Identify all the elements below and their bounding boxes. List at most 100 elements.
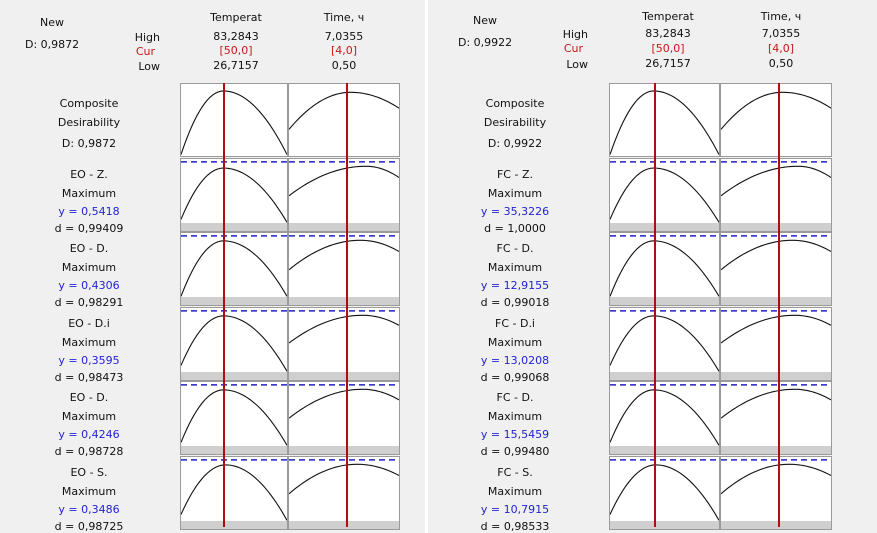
factor-cur-time: [4,0] bbox=[330, 44, 358, 57]
response-goal: Maximum bbox=[487, 335, 543, 349]
cur-row-label: Cur bbox=[563, 42, 583, 55]
response-plot-cell bbox=[609, 157, 720, 232]
response-curve-plot bbox=[721, 308, 831, 380]
low-row-label: Low bbox=[138, 60, 160, 73]
response-curve-plot bbox=[181, 382, 287, 454]
factor-high-temperature: 83,2843 bbox=[645, 27, 691, 40]
high-row-label: High bbox=[134, 31, 160, 44]
optimization-panel-fc: New D: 0,9922 High Cur Low Temperat 83,2… bbox=[428, 0, 877, 533]
factor-name-time: Time, ч bbox=[323, 11, 365, 24]
response-curve-plot bbox=[610, 84, 719, 156]
response-desirability: d = 0,99068 bbox=[480, 370, 550, 384]
response-plot-cell bbox=[720, 83, 832, 157]
response-plot-cell bbox=[288, 455, 400, 530]
current-setting-line[interactable] bbox=[346, 83, 349, 527]
factor-cur-time: [4,0] bbox=[767, 42, 795, 55]
response-plot-cell bbox=[288, 232, 400, 306]
factor-high-temperature: 83,2843 bbox=[213, 30, 259, 43]
response-goal: Desirability bbox=[483, 116, 547, 129]
response-curve-plot bbox=[721, 457, 831, 529]
desirability-curve bbox=[721, 166, 831, 196]
factor-name-temperature: Temperat bbox=[642, 10, 694, 23]
desirability-curve bbox=[181, 168, 287, 222]
response-curve-plot bbox=[721, 159, 831, 231]
response-predicted-value: y = 15,5459 bbox=[480, 428, 550, 441]
desirability-curve bbox=[610, 315, 719, 370]
response-plot-cell bbox=[180, 455, 288, 530]
response-range-band bbox=[181, 297, 287, 305]
response-name: EO - D.i bbox=[68, 316, 110, 330]
response-plot-cell bbox=[180, 306, 288, 381]
desirability-curve bbox=[289, 315, 399, 343]
response-desirability: d = 0,99409 bbox=[54, 221, 124, 235]
response-curve-plot bbox=[610, 457, 719, 529]
high-row-label: High bbox=[562, 28, 588, 41]
factor-cur-temperature: [50,0] bbox=[219, 44, 253, 57]
response-range-band bbox=[610, 371, 719, 380]
response-name: Composite bbox=[59, 97, 119, 110]
response-plot-cell bbox=[288, 83, 400, 157]
factor-low-temperature: 26,7157 bbox=[645, 57, 691, 70]
desirability-curve bbox=[721, 92, 831, 129]
response-desirability: d = 0,98291 bbox=[54, 296, 124, 309]
response-predicted-value: y = 0,4306 bbox=[58, 279, 120, 292]
response-curve-plot bbox=[610, 308, 719, 380]
response-desirability: d = 0,98725 bbox=[54, 519, 124, 533]
desirability-curve bbox=[181, 464, 287, 519]
response-plot-cell bbox=[180, 83, 288, 157]
desirability-curve bbox=[610, 464, 719, 519]
desirability-curve bbox=[610, 168, 719, 222]
response-curve-plot bbox=[721, 382, 831, 454]
response-range-band bbox=[289, 371, 399, 380]
response-predicted-value: y = 0,3486 bbox=[58, 502, 120, 516]
factor-high-time: 7,0355 bbox=[761, 27, 801, 40]
response-curve-plot bbox=[181, 308, 287, 380]
response-name: Composite bbox=[485, 97, 545, 110]
factor-low-time: 0,50 bbox=[768, 57, 794, 70]
desirability-curve bbox=[289, 389, 399, 418]
response-desirability: D: 0,9872 bbox=[61, 137, 117, 150]
response-name: EO - D. bbox=[69, 242, 109, 255]
response-curve-plot bbox=[181, 159, 287, 231]
factor-name-temperature: Temperat bbox=[210, 11, 262, 24]
desirability-curve bbox=[610, 241, 719, 296]
response-plot-cell bbox=[720, 381, 832, 455]
response-goal: Maximum bbox=[487, 186, 543, 200]
factor-cur-temperature: [50,0] bbox=[651, 42, 685, 55]
new-label: New bbox=[40, 16, 64, 29]
response-plot-cell bbox=[609, 232, 720, 306]
response-desirability: d = 0,99018 bbox=[480, 296, 550, 309]
response-desirability: d = 0,98728 bbox=[54, 445, 124, 458]
current-setting-line[interactable] bbox=[778, 83, 781, 527]
response-curve-plot bbox=[181, 84, 287, 156]
response-plot-cell bbox=[720, 232, 832, 306]
response-range-band bbox=[721, 446, 831, 454]
response-desirability: d = 0,99480 bbox=[480, 445, 550, 458]
response-range-band bbox=[289, 520, 399, 529]
response-name: EO - Z. bbox=[70, 167, 108, 181]
current-setting-line[interactable] bbox=[653, 83, 656, 527]
response-goal: Maximum bbox=[487, 410, 543, 423]
response-desirability: d = 1,0000 bbox=[484, 221, 546, 235]
response-goal: Maximum bbox=[61, 410, 117, 423]
desirability-curve bbox=[721, 315, 831, 343]
response-range-band bbox=[289, 446, 399, 454]
current-setting-line[interactable] bbox=[223, 83, 226, 527]
response-range-band bbox=[721, 371, 831, 380]
desirability-curve bbox=[289, 92, 399, 129]
desirability-curve bbox=[721, 389, 831, 418]
response-desirability: d = 0,98533 bbox=[480, 519, 550, 533]
response-curve-plot bbox=[289, 159, 399, 231]
response-predicted-value: y = 0,3595 bbox=[58, 353, 120, 367]
response-name: EO - S. bbox=[70, 465, 108, 479]
response-plot-cell bbox=[288, 381, 400, 455]
desirability-curve bbox=[181, 390, 287, 445]
response-plot-cell bbox=[609, 381, 720, 455]
desirability-curve bbox=[181, 91, 287, 155]
response-curve-plot bbox=[181, 457, 287, 529]
new-label: New bbox=[473, 14, 497, 27]
response-range-band bbox=[181, 222, 287, 231]
response-plot-cell bbox=[720, 455, 832, 530]
response-plot-cell bbox=[609, 455, 720, 530]
desirability-curve bbox=[721, 240, 831, 270]
